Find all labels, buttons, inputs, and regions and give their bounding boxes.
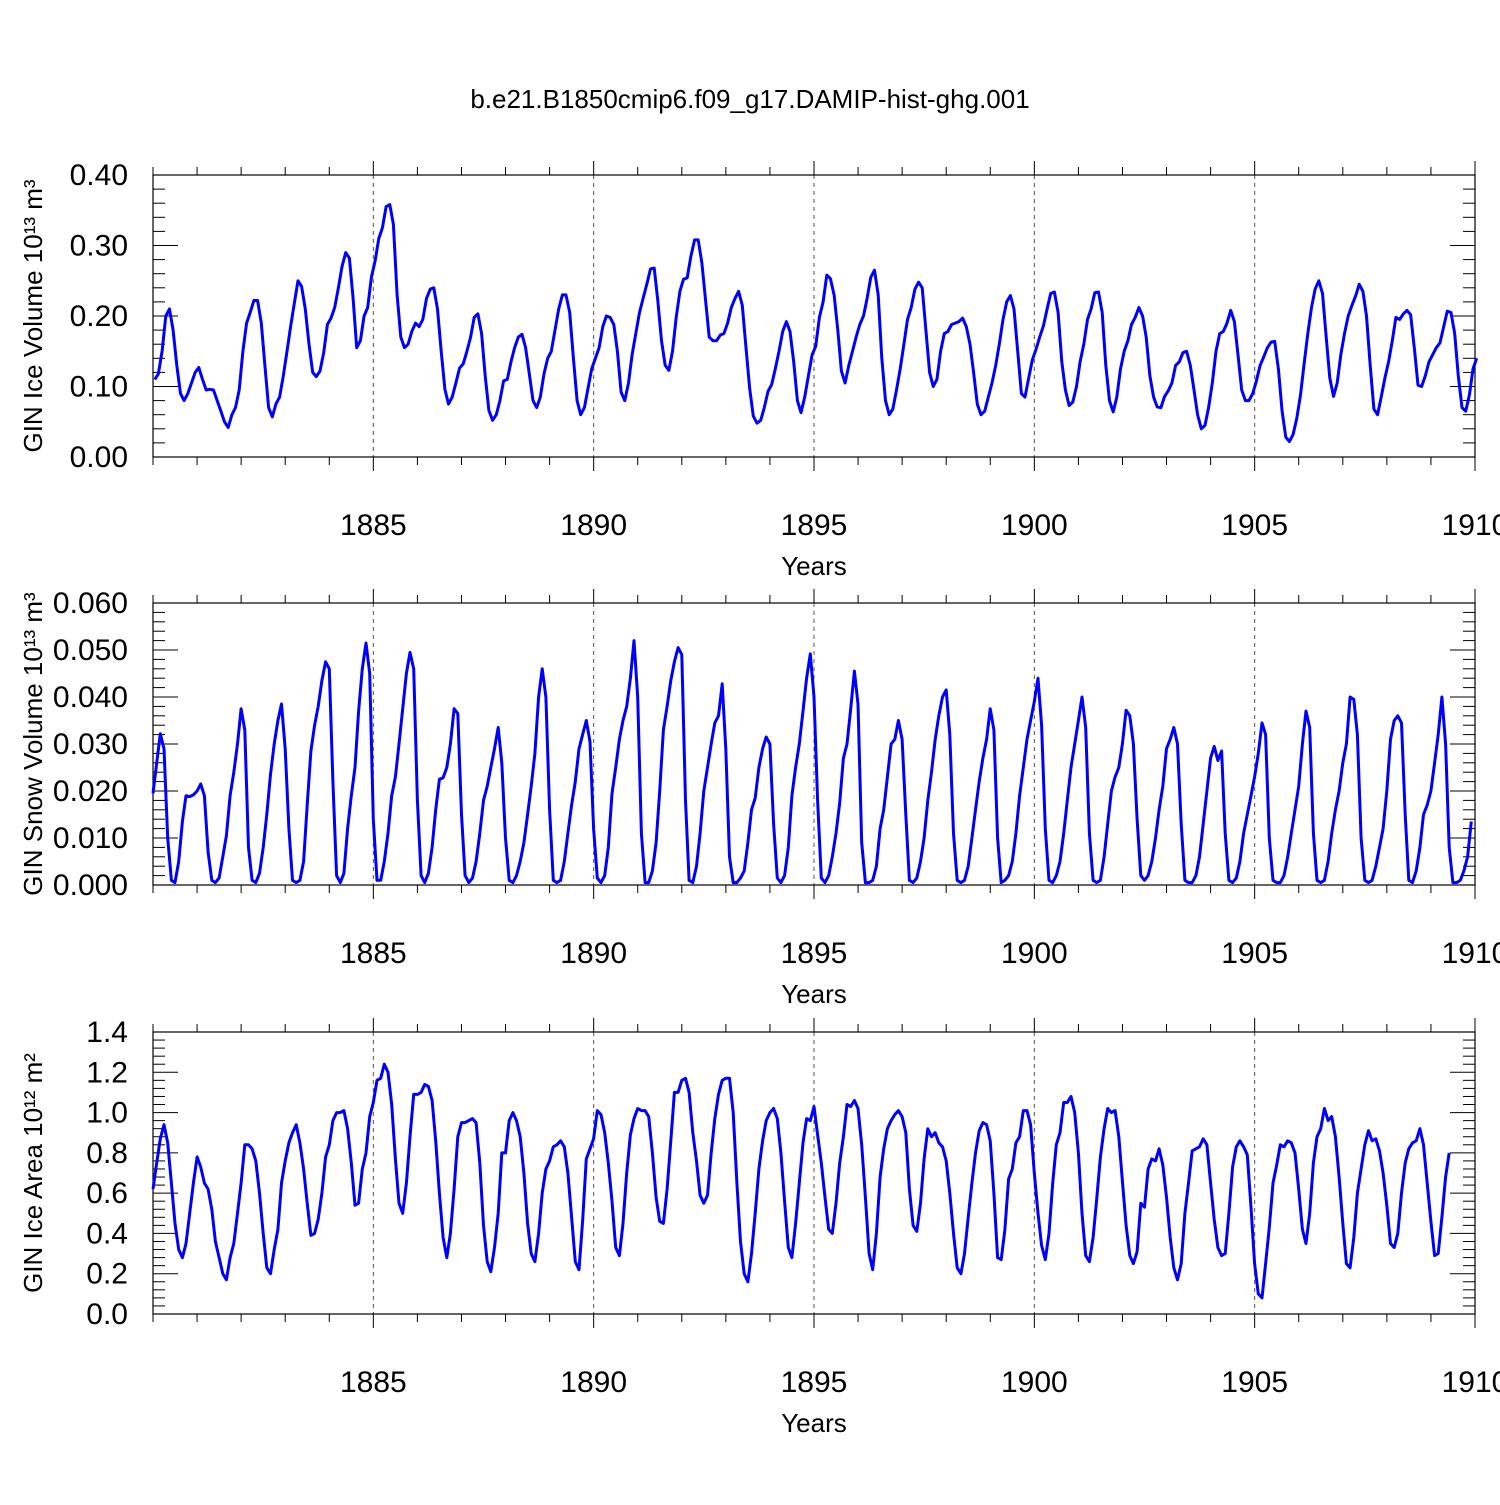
x-tick-label: 1885 <box>340 1366 407 1399</box>
y-axis-label: GIN Ice Volume 10¹³ m³ <box>18 179 48 452</box>
ice-area-panel: 0.0 0.2 0.4 0.6 0.8 1.0 1.2 1.4 1885 1890 1895 1900… <box>18 1016 1500 1438</box>
snow-volume-panel: 0.000 0.010 0.020 0.030 0.040 0.050 0.060 1885 1… <box>18 587 1500 1009</box>
x-tick-label: 1890 <box>560 1366 627 1399</box>
x-tick-label: 1885 <box>340 509 407 542</box>
y-tick-label: 0.40 <box>70 159 128 192</box>
x-axis-label: Years <box>781 551 847 581</box>
x-tick-label: 1900 <box>1001 509 1068 542</box>
ice-area-series-line <box>151 1062 1451 1300</box>
x-tick-label: 1900 <box>1001 1366 1068 1399</box>
y-tick-label: 1.0 <box>86 1097 128 1130</box>
x-tick-label: 1890 <box>560 509 627 542</box>
x-tick-label: 1905 <box>1221 1366 1288 1399</box>
x-tick-label: 1910 <box>1442 509 1500 542</box>
x-tick-label: 1910 <box>1442 1366 1500 1399</box>
y-tick-label: 0.00 <box>70 441 128 474</box>
y-tick-label: 0.20 <box>70 300 128 333</box>
y-tick-label: 0.10 <box>70 371 128 404</box>
y-tick-label: 0.060 <box>53 587 128 620</box>
y-tick-label: 0.020 <box>53 775 128 808</box>
y-tick-label: 0.050 <box>53 634 128 667</box>
y-tick-label: 0.040 <box>53 681 128 714</box>
y-tick-label: 0.010 <box>53 822 128 855</box>
snow-volume-series-line <box>151 639 1473 885</box>
chart-title: b.e21.B1850cmip6.f09_g17.DAMIP-hist-ghg.… <box>470 84 1030 114</box>
y-tick-label: 0.6 <box>86 1177 128 1210</box>
y-tick-label: 0.0 <box>86 1298 128 1331</box>
x-tick-label: 1905 <box>1221 937 1288 970</box>
x-tick-label: 1905 <box>1221 509 1288 542</box>
x-tick-label: 1890 <box>560 937 627 970</box>
y-tick-label: 0.4 <box>86 1217 128 1250</box>
y-tick-label: 0.030 <box>53 728 128 761</box>
x-tick-label: 1885 <box>340 937 407 970</box>
y-tick-label: 0.2 <box>86 1258 128 1291</box>
y-axis-label: GIN Ice Area 10¹² m² <box>18 1053 48 1293</box>
y-tick-label: 0.8 <box>86 1137 128 1170</box>
y-axis-label: GIN Snow Volume 10¹³ m³ <box>18 592 48 896</box>
ice-volume-series-line <box>153 203 1479 443</box>
y-tick-label: 1.4 <box>86 1016 128 1049</box>
x-tick-label: 1895 <box>781 509 848 542</box>
x-tick-label: 1900 <box>1001 937 1068 970</box>
ice-volume-panel: 0.00 0.10 0.20 0.30 0.40 1885 1890 1895 1900 1905… <box>18 159 1500 581</box>
y-tick-label: 0.30 <box>70 230 128 263</box>
y-tick-label: 1.2 <box>86 1056 128 1089</box>
x-tick-label: 1895 <box>781 937 848 970</box>
x-tick-label: 1895 <box>781 1366 848 1399</box>
x-tick-label: 1910 <box>1442 937 1500 970</box>
y-tick-label: 0.000 <box>53 869 128 902</box>
x-axis-label: Years <box>781 979 847 1009</box>
x-axis-label: Years <box>781 1408 847 1438</box>
